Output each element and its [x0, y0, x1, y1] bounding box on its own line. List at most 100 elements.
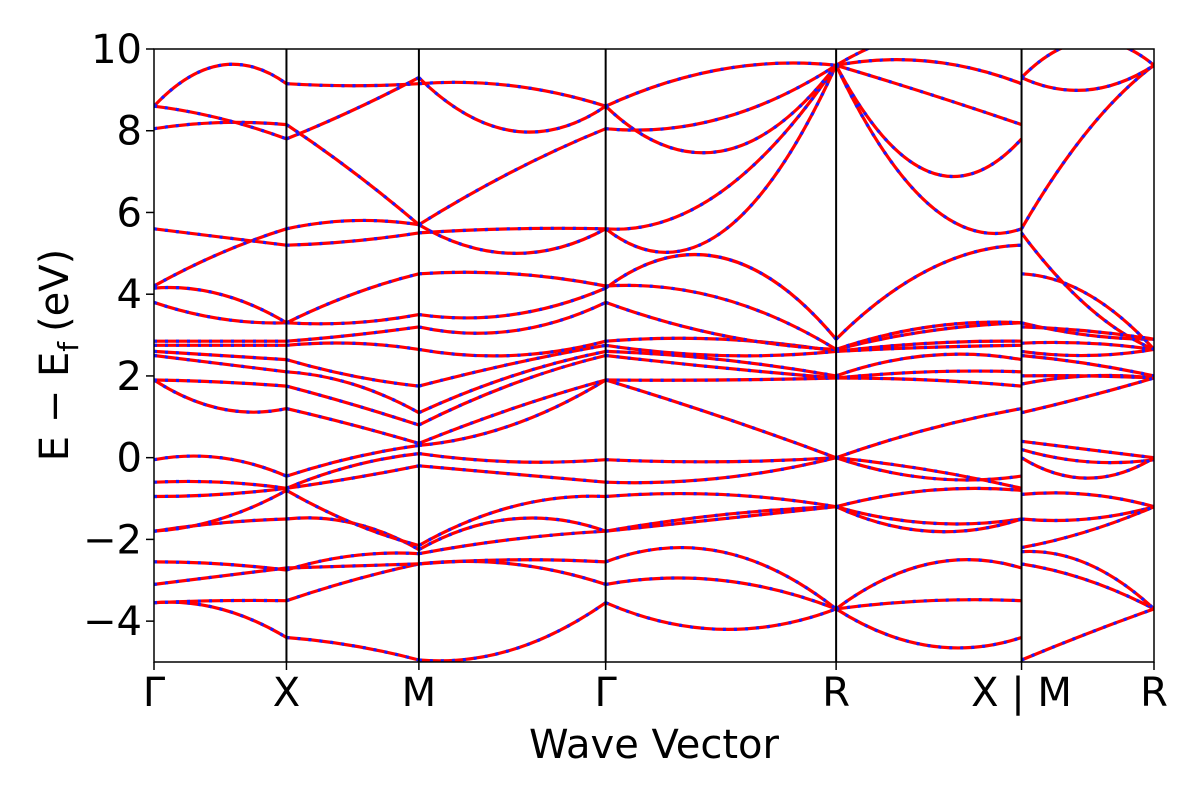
x-tick-label-3: Γ [595, 670, 618, 716]
y-axis-title-unit: (eV) [32, 249, 78, 332]
y-tick-label-4: 4 [117, 272, 142, 318]
band-blue-seg0-10 [154, 378, 287, 388]
band-blue-seg1-15 [286, 313, 420, 326]
band-blue-seg1-20 [286, 82, 419, 88]
band-blue-seg2-16 [418, 270, 607, 288]
band-blue-seg4-13 [835, 339, 1022, 353]
band-blue-seg1-7 [285, 452, 420, 490]
band-blue-seg1-14 [286, 325, 420, 343]
band-red-seg1-5 [285, 489, 420, 548]
x-axis-title: Wave Vector [529, 722, 780, 768]
svg-text:E − Ef(eV): E − Ef (eV) [32, 249, 85, 462]
band-blue-seg1-0 [286, 635, 420, 662]
band-blue-seg5-3 [1021, 491, 1154, 509]
band-blue-seg5-16 [1021, 376, 1154, 415]
y-tick-label-1: −2 [83, 517, 142, 563]
band-blue-seg1-9 [286, 407, 420, 445]
bands-layer [154, 49, 1154, 662]
band-blue-seg2-9 [418, 378, 607, 445]
band-red-seg3-5 [605, 491, 837, 509]
band-red-seg0-17 [154, 227, 287, 288]
band-red-seg3-10 [605, 353, 837, 380]
band-blue-seg0-2 [154, 566, 287, 586]
band-blue-seg1-2 [286, 562, 419, 570]
band-blue-seg1-12 [286, 358, 420, 388]
band-blue-seg1-1 [285, 562, 420, 603]
band-blue-seg4-8 [835, 407, 1022, 460]
x-tick-label-4: R [822, 670, 850, 716]
band-blue-seg5-13 [1021, 340, 1154, 351]
band-blue-seg2-2 [418, 558, 606, 566]
band-blue-seg3-16 [605, 283, 837, 351]
band-blue-seg3-17 [604, 64, 838, 254]
band-blue-seg4-7 [835, 456, 1022, 482]
band-blue-seg2-7 [418, 452, 606, 464]
band-blue-seg2-6 [418, 464, 606, 484]
band-blue-seg2-12 [418, 343, 606, 388]
band-red-seg3-9 [605, 376, 837, 382]
band-blue-seg0-7 [154, 479, 287, 490]
band-blue-seg1-8 [286, 443, 420, 478]
band-red-seg1-16 [285, 272, 420, 325]
band-blue-seg4-18 [834, 64, 1023, 178]
band-blue-seg1-11 [286, 370, 420, 415]
band-red-seg4-15 [834, 243, 1022, 341]
band-red-seg3-12 [605, 343, 837, 358]
x-axis: Γ X M Γ R X | M R [143, 662, 1168, 716]
band-blue-seg2-14 [418, 300, 607, 335]
band-blue-seg2-13 [418, 339, 607, 358]
band-blue-seg4-17 [834, 64, 1023, 235]
band-blue-seg5-1 [1021, 562, 1154, 611]
band-blue-seg5-4 [1021, 505, 1154, 523]
band-blue-seg0-12 [154, 349, 287, 362]
band-blue-seg5-2 [1021, 549, 1154, 611]
band-red-seg1-21 [285, 76, 420, 141]
band-red-seg2-17 [418, 223, 607, 255]
band-blue-seg5-7 [1021, 447, 1154, 465]
band-blue-seg2-0 [418, 601, 607, 662]
band-red-seg3-6 [605, 456, 837, 485]
y-axis-title-subscript: f [52, 341, 85, 352]
band-blue-seg0-5 [154, 489, 288, 533]
band-blue-seg2-10 [418, 353, 607, 427]
band-blue-seg3-2 [605, 546, 838, 611]
band-blue-seg4-1 [835, 598, 1022, 611]
band-blue-seg1-17 [286, 218, 420, 231]
band-red-seg4-21 [835, 49, 871, 67]
y-tick-label-7: 10 [91, 27, 142, 73]
band-blue-seg2-8 [418, 378, 607, 447]
band-blue-seg0-6 [154, 486, 287, 499]
band-blue-seg3-15 [604, 252, 838, 341]
band-blue-seg5-8 [1020, 456, 1154, 480]
band-blue-seg5-15 [1020, 231, 1154, 351]
band-blue-seg0-18 [154, 227, 287, 247]
band-blue-seg5-18 [1020, 63, 1154, 92]
band-blue-seg1-10 [286, 384, 420, 427]
band-red-seg5-19 [1020, 49, 1154, 79]
y-tick-label-3: 2 [117, 354, 142, 400]
band-blue-seg4-5 [835, 486, 1022, 509]
y-axis: −4 −2 0 2 4 6 8 10 [83, 27, 154, 645]
band-red-seg0-9 [154, 378, 287, 414]
band-blue-seg0-3 [154, 560, 287, 572]
band-blue-seg0-16 [154, 285, 288, 325]
x-tick-label-6: R [1140, 670, 1168, 716]
band-blue-seg1-18 [286, 231, 420, 247]
band-red-seg5-17 [1020, 64, 1154, 230]
band-blue-seg0-0 [154, 600, 288, 639]
band-red-seg5-0 [1020, 607, 1154, 662]
y-tick-label-2: 0 [117, 436, 142, 482]
band-blue-seg4-20 [835, 58, 1023, 86]
band-blue-seg5-10 [1021, 374, 1154, 380]
band-blue-seg5-21 [1021, 325, 1154, 341]
band-blue-seg3-21 [605, 61, 837, 108]
plot-frame [153, 48, 1155, 663]
band-red-seg2-19 [418, 127, 607, 227]
band-red-seg3-4 [605, 505, 837, 533]
band-blue-seg2-11 [418, 349, 607, 415]
band-blue-seg1-3 [286, 551, 419, 572]
band-blue-seg5-14 [1021, 321, 1154, 341]
band-blue-seg4-19 [835, 63, 1023, 127]
band-blue-seg3-19 [605, 63, 837, 132]
